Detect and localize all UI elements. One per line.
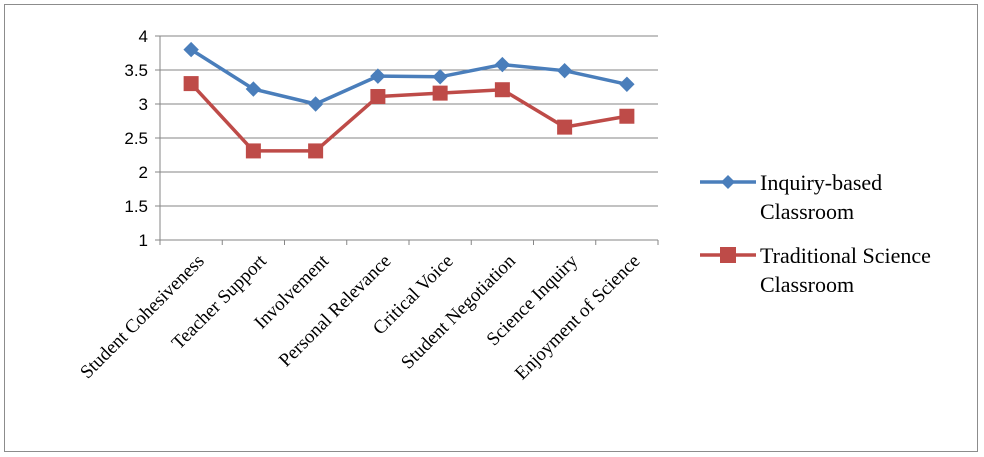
data-point — [183, 76, 199, 92]
data-point — [556, 62, 573, 79]
y-tick-label: 2 — [139, 163, 148, 182]
x-tick-label: Enjoyment of Science — [511, 251, 644, 384]
legend-label: Traditional Science — [760, 243, 931, 268]
data-point — [619, 108, 635, 124]
legend: Inquiry-based Classroom Traditional Scienc… — [700, 170, 931, 297]
data-point — [370, 68, 386, 84]
data-point — [245, 81, 262, 97]
x-tick-label: Student Negotiation — [397, 250, 520, 373]
legend-marker — [721, 175, 735, 189]
data-point — [557, 119, 573, 135]
y-tick-label: 3 — [139, 95, 148, 114]
gridlines — [160, 35, 658, 241]
data-point — [183, 41, 199, 58]
y-tick-label: 3.5 — [124, 61, 148, 80]
series-line-1 — [190, 48, 628, 106]
chart-frame — [4, 4, 978, 452]
data-point — [432, 85, 448, 101]
y-tick-label: 4 — [139, 27, 148, 46]
y-tick-labels: 1 1.5 2 2.5 3 3.5 4 — [124, 27, 148, 250]
data-point — [619, 76, 635, 92]
data-point — [432, 69, 448, 85]
data-point — [370, 89, 386, 105]
data-point — [307, 96, 324, 112]
series-line-2 — [189, 82, 628, 153]
y-tick-label: 1.5 — [124, 197, 148, 216]
axes — [155, 35, 659, 245]
series-layer — [183, 41, 635, 159]
x-tick-label: Personal Relevance — [275, 251, 395, 371]
data-point — [245, 143, 261, 159]
y-tick-label: 1 — [139, 231, 148, 250]
data-point — [308, 143, 324, 159]
data-point — [494, 56, 511, 73]
legend-label: Classroom — [760, 199, 854, 224]
legend-marker — [720, 247, 736, 263]
data-point — [494, 82, 510, 98]
y-tick-label: 2.5 — [124, 129, 148, 148]
legend-label: Classroom — [760, 272, 854, 297]
legend-label: Inquiry-based — [760, 170, 882, 195]
